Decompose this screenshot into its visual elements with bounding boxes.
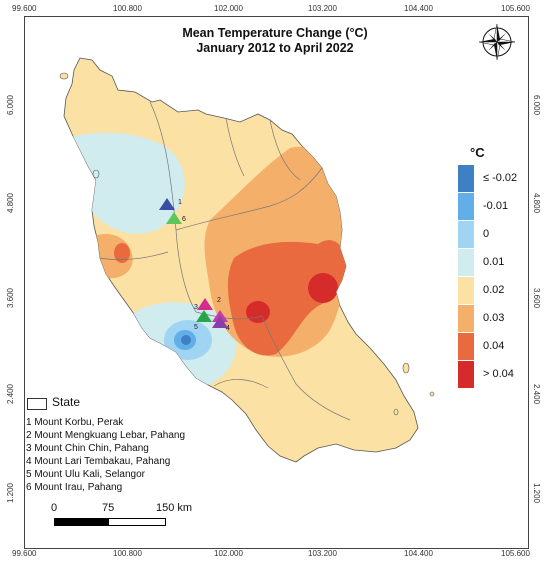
scale-label-75: 75 xyxy=(102,502,115,514)
site-marker-2-number: 2 xyxy=(217,297,221,304)
legend-label-7: > 0.04 xyxy=(483,368,514,380)
legend-swatch-2 xyxy=(458,221,474,248)
site-list-item-1: 1 Mount Korbu, Perak xyxy=(26,417,124,428)
tick-top-0: 99.600 xyxy=(12,4,37,13)
site-marker-1 xyxy=(159,198,175,210)
state-boundaries xyxy=(99,101,351,421)
legend-swatch-7 xyxy=(458,361,474,388)
scale-bar-segment-light xyxy=(108,518,166,526)
site-marker-2 xyxy=(197,298,213,310)
site-markers: 1 6 2 3 5 4 xyxy=(159,198,230,332)
tick-bottom-2: 102.000 xyxy=(214,549,243,558)
zone-gt0-04-central xyxy=(246,301,270,323)
map-title: Mean Temperature Change (°C) January 201… xyxy=(150,26,400,56)
legend-swatch-1 xyxy=(458,193,474,220)
legend-swatch-3 xyxy=(458,249,474,276)
legend-label-0: ≤ -0.02 xyxy=(483,172,518,184)
island-penang xyxy=(92,169,100,179)
site-marker-3-number: 3 xyxy=(194,304,198,311)
zone-0-04-east xyxy=(227,240,347,356)
site-marker-4 xyxy=(212,316,228,328)
scale-label-0: 0 xyxy=(51,502,58,514)
tick-top-4: 104.400 xyxy=(404,4,433,13)
island-tioman xyxy=(402,362,410,374)
scale-bar-segment-dark xyxy=(54,518,110,526)
zone-neg0-02-southwest xyxy=(181,335,191,345)
legend-swatch-0 xyxy=(458,165,474,192)
legend-label-4: 0.02 xyxy=(483,284,505,296)
legend-label-3: 0.01 xyxy=(483,256,505,268)
scale-label-150: 150 km xyxy=(156,502,193,514)
map-title-line-1: Mean Temperature Change (°C) xyxy=(182,26,368,40)
site-list-item-5: 5 Mount Ulu Kali, Selangor xyxy=(26,469,145,480)
legend-swatch-4 xyxy=(458,277,474,304)
zone-0-04-west xyxy=(114,243,130,263)
site-marker-5-number: 5 xyxy=(194,324,198,331)
compass-rose-icon xyxy=(478,23,516,61)
tick-right-1: 4.800 xyxy=(532,193,541,214)
legend-label-6: 0.04 xyxy=(483,340,505,352)
legend-label-2: 0 xyxy=(483,228,490,240)
island-small-1 xyxy=(429,391,435,397)
map-title-line-2: January 2012 to April 2022 xyxy=(196,41,354,55)
site-list-item-2: 2 Mount Mengkuang Lebar, Pahang xyxy=(26,430,186,441)
site-marker-5 xyxy=(196,310,212,322)
site-list-item-3: 3 Mount Chin Chin, Pahang xyxy=(26,443,149,454)
tick-top-5: 105.600 xyxy=(501,4,530,13)
state-legend-label: State xyxy=(52,395,81,409)
state-legend-swatch xyxy=(27,398,47,410)
site-marker-6 xyxy=(166,212,182,224)
tick-bottom-5: 105.600 xyxy=(501,549,530,558)
legend-label-1: -0.01 xyxy=(483,200,509,212)
zone-gt0-04-east xyxy=(308,273,338,303)
tick-top-1: 100.800 xyxy=(113,4,142,13)
legend-label-5: 0.03 xyxy=(483,312,505,324)
tick-top-2: 102.000 xyxy=(214,4,243,13)
site-marker-1-number: 1 xyxy=(178,199,182,206)
tick-right-4: 1.200 xyxy=(532,483,541,504)
tick-bottom-4: 104.400 xyxy=(404,549,433,558)
site-marker-4-number: 4 xyxy=(226,325,230,332)
tick-right-0: 6.000 xyxy=(532,95,541,116)
tick-bottom-0: 99.600 xyxy=(12,549,37,558)
tick-right-2: 3.600 xyxy=(532,288,541,309)
site-list-item-6: 6 Mount Irau, Pahang xyxy=(26,482,123,493)
island-langkawi xyxy=(59,72,69,80)
legend-swatch-6 xyxy=(458,333,474,360)
tick-top-3: 103.200 xyxy=(308,4,337,13)
site-list-item-4: 4 Mount Lari Tembakau, Pahang xyxy=(26,456,171,467)
legend-unit: °C xyxy=(470,145,485,160)
tick-bottom-3: 103.200 xyxy=(308,549,337,558)
site-marker-6-number: 6 xyxy=(182,216,186,223)
island-small-2 xyxy=(393,408,399,416)
legend-swatch-5 xyxy=(458,305,474,332)
tick-right-3: 2.400 xyxy=(532,384,541,405)
tick-bottom-1: 100.800 xyxy=(113,549,142,558)
